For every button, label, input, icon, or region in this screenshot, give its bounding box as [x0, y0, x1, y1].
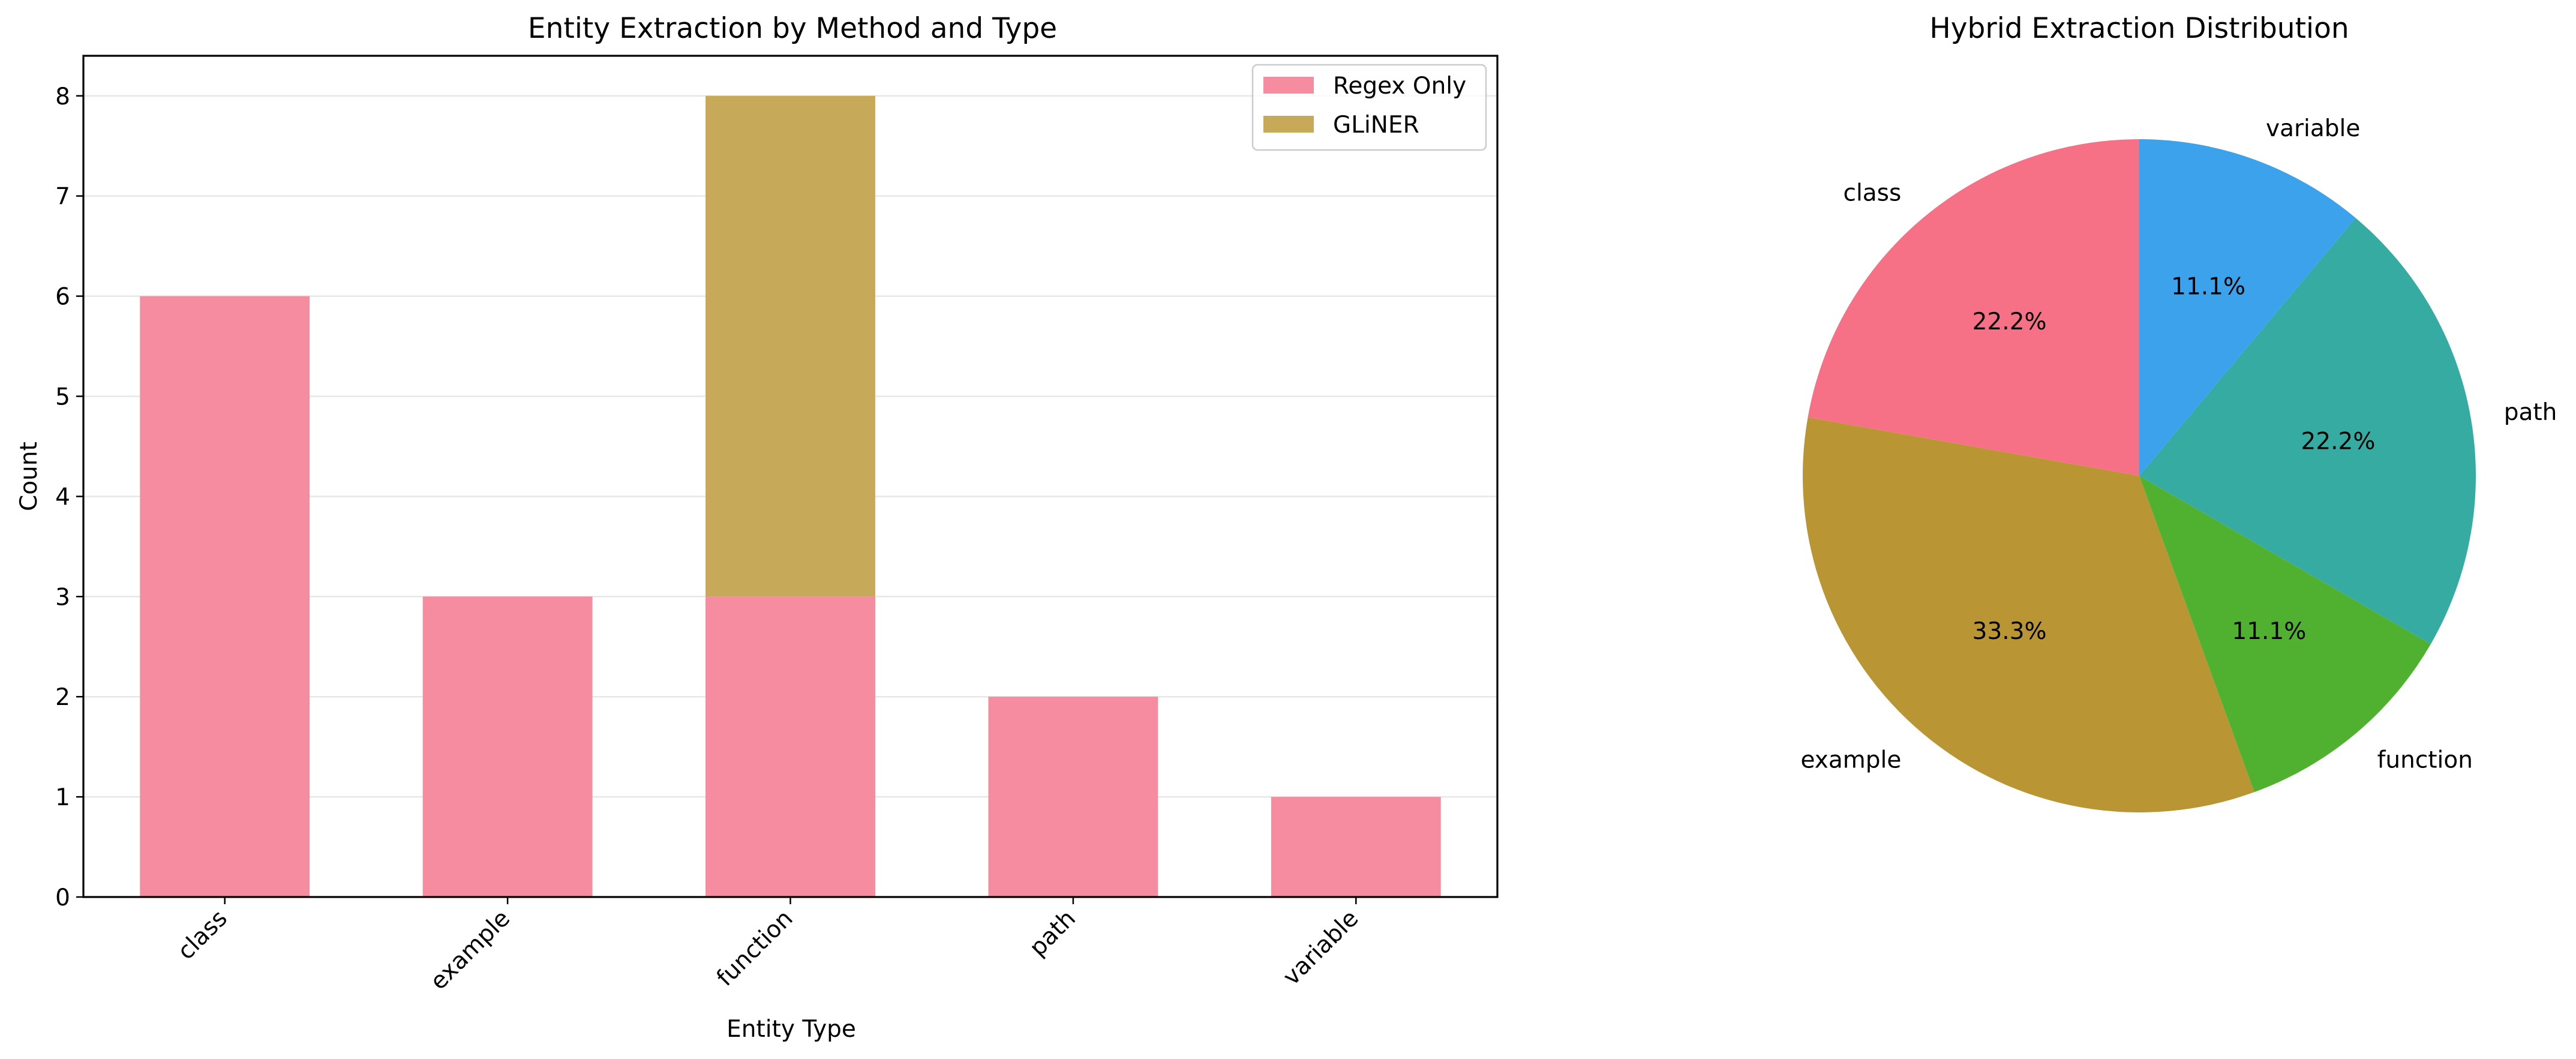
pie-chart-labels: class 22.2% example 33.3% function 11.1% path 2…	[1800, 115, 2557, 774]
legend-swatch-regex-only	[1263, 77, 1314, 94]
x-tick-label: example	[425, 905, 516, 995]
pie-value-label: 22.2%	[2301, 428, 2376, 455]
legend-swatch-gliner	[1263, 116, 1314, 133]
y-tick-label: 4	[55, 484, 70, 511]
y-tick-label: 7	[55, 184, 70, 211]
pie-value-label: 33.3%	[1972, 618, 2047, 645]
y-tick-label: 3	[55, 584, 70, 611]
pie-slice-class	[1808, 139, 2139, 476]
bar-chart: Entity Extraction by Method and Type 0 1 2…	[16, 12, 1499, 1043]
pie-label-path: path	[2504, 399, 2557, 426]
pie-label-class: class	[1844, 179, 1902, 206]
y-tick-label: 2	[55, 684, 70, 711]
pie-chart: Hybrid Extraction Distribution class 22.2…	[1800, 12, 2557, 812]
bar-chart-title: Entity Extraction by Method and Type	[528, 12, 1057, 45]
legend-label-regex-only: Regex Only	[1333, 73, 1466, 100]
bar-chart-x-axis-label: Entity Type	[726, 1016, 856, 1043]
y-tick-label: 6	[55, 284, 70, 311]
y-tick-label: 8	[55, 83, 70, 110]
y-tick-label: 1	[55, 784, 70, 811]
y-tick-label: 0	[55, 884, 70, 911]
pie-slice-path	[2139, 218, 2476, 644]
bar-regex-only-variable	[1271, 797, 1441, 897]
bar-regex-only-function	[705, 596, 875, 897]
bar-chart-y-ticks: 0 1 2 3 4 5 6 7 8	[55, 83, 83, 911]
pie-value-label: 11.1%	[2171, 274, 2245, 301]
pie-label-example: example	[1800, 747, 1901, 774]
bar-gliner-function	[705, 95, 875, 597]
bar-chart-x-ticks: class example function path variable	[172, 897, 1364, 995]
pie-chart-slices	[1803, 139, 2476, 812]
pie-slice-variable	[2139, 139, 2356, 476]
pie-label-variable: variable	[2266, 115, 2360, 142]
pie-chart-title: Hybrid Extraction Distribution	[1929, 12, 2349, 45]
bar-chart-legend: Regex Only GLiNER	[1251, 64, 1487, 151]
pie-slice-function	[2139, 476, 2431, 793]
pie-value-label: 22.2%	[1972, 308, 2047, 335]
x-tick-label: class	[172, 905, 232, 965]
bar-chart-y-axis-label: Count	[16, 442, 43, 511]
legend-label-gliner: GLiNER	[1333, 112, 1419, 139]
x-tick-label: variable	[1278, 905, 1364, 991]
x-tick-label: function	[711, 905, 798, 991]
x-tick-label: path	[1024, 905, 1081, 962]
pie-value-label: 11.1%	[2232, 618, 2306, 645]
bar-regex-only-path	[988, 697, 1158, 897]
bar-regex-only-class	[140, 296, 310, 898]
pie-slice-example	[1803, 417, 2254, 812]
bar-chart-bars	[140, 95, 1441, 898]
y-tick-label: 5	[55, 383, 70, 410]
pie-label-function: function	[2377, 747, 2473, 774]
bar-regex-only-example	[422, 596, 593, 897]
